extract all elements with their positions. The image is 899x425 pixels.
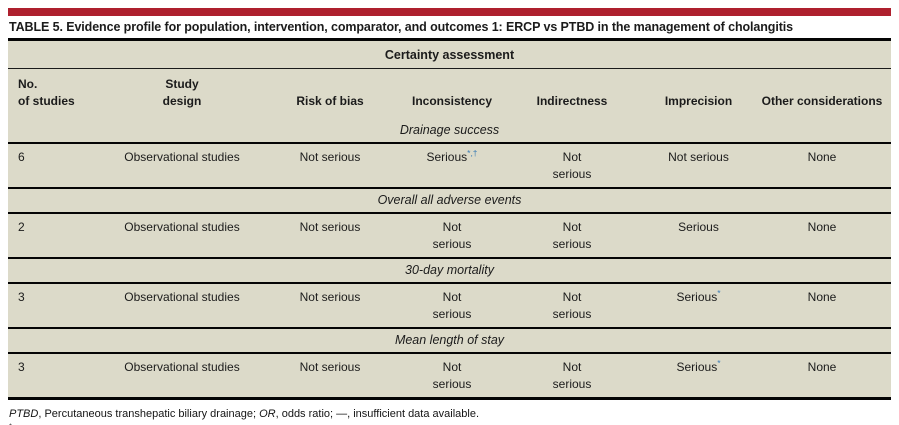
cell-text: Not serious [668,150,729,164]
column-header-indirectness: Indirectness [536,94,608,108]
cell-study-design: Observational studies [124,290,240,304]
section-title-drainage-success: Drainage success [399,123,500,137]
abbrev-ptbd: PTBD [9,408,39,420]
rule-divider [8,187,891,189]
cell-imprecision: Serious* [644,289,753,306]
footnote-text: , odds ratio; —, insufficient data avail… [275,408,480,420]
table-row-adverse-events: 2 Observational studies Not serious Not … [8,214,891,257]
column-header-imprecision: Imprecision [664,94,733,108]
table-row-drainage-success: 6 Observational studies Not serious Seri… [8,144,891,187]
cell-indirectness: Not serious [552,360,592,391]
star-marker: * [9,421,12,425]
cell-risk-of-bias: Not serious [299,290,361,304]
cell-study-design: Observational studies [124,360,240,374]
table-bottom-rule [8,397,891,400]
cell-inconsistency: Not serious [404,219,500,253]
cell-indirectness: Not serious [552,220,592,251]
footnote-marker: * [717,358,721,368]
cell-indirectness: Not serious [552,290,592,321]
table-row-mean-length-of-stay: 3 Observational studies Not serious Not … [8,354,891,397]
cell-imprecision: Not serious [644,149,753,166]
cell-no-of-studies: 6 [18,150,25,164]
cell-text: Not serious [432,290,472,321]
column-header-study-design: Study design [162,77,202,108]
cell-study-design: Observational studies [124,150,240,164]
rule-divider [8,257,891,259]
column-header-row: No. of studies Study design Risk of bias… [8,69,891,119]
section-title-overall-adverse-events: Overall all adverse events [377,193,522,207]
footnote-marker: *,† [467,148,478,158]
footnote-abbreviations: PTBD, Percutaneous transhepatic biliary … [9,406,890,422]
section-title-mean-length-of-stay: Mean length of stay [394,333,505,347]
cell-text: Not serious [432,220,472,251]
footnote-text: , Percutaneous transhepatic biliary drai… [38,408,260,420]
section-title-30-day-mortality: 30-day mortality [405,263,494,277]
footnotes: PTBD, Percutaneous transhepatic biliary … [8,400,891,425]
cell-imprecision: Serious [644,219,753,236]
cell-no-of-studies: 3 [18,360,25,374]
rule-divider [8,327,891,329]
cell-text: Not serious [432,360,472,391]
rule-divider [8,142,891,144]
column-header-inconsistency: Inconsistency [411,94,493,108]
rule-divider [8,212,891,214]
cell-no-of-studies: 2 [18,220,25,234]
table-row-30-day-mortality: 3 Observational studies Not serious Not … [8,284,891,327]
span-header-certainty-assessment: Certainty assessment [8,41,891,69]
column-header-risk-of-bias: Risk of bias [296,94,364,108]
evidence-table: Certainty assessment No. of studies Stud… [8,41,891,400]
cell-text: Serious [676,290,718,304]
cell-text: Serious [426,150,468,164]
rule-divider [8,282,891,284]
cell-text: Serious [676,360,718,374]
table-title: TABLE 5. Evidence profile for population… [8,16,891,41]
cell-other-considerations: None [807,220,837,234]
cell-study-design: Observational studies [124,220,240,234]
accent-bar [8,8,891,16]
cell-indirectness: Not serious [552,150,592,181]
cell-other-considerations: None [807,360,837,374]
footnote-marker: * [717,288,721,298]
cell-inconsistency: Not serious [404,289,500,323]
cell-inconsistency: Not serious [404,359,500,393]
cell-other-considerations: None [807,150,837,164]
cell-inconsistency: Serious*,† [404,149,500,166]
abbrev-or: OR [259,408,276,420]
cell-risk-of-bias: Not serious [299,150,361,164]
rule-divider [8,352,891,354]
cell-risk-of-bias: Not serious [299,360,361,374]
cell-risk-of-bias: Not serious [299,220,361,234]
cell-text: Serious [678,220,719,234]
column-header-no-of-studies: No. of studies [18,77,75,108]
column-header-other-considerations: Other considerations [761,94,883,108]
cell-no-of-studies: 3 [18,290,25,304]
cell-imprecision: Serious* [644,359,753,376]
cell-other-considerations: None [807,290,837,304]
